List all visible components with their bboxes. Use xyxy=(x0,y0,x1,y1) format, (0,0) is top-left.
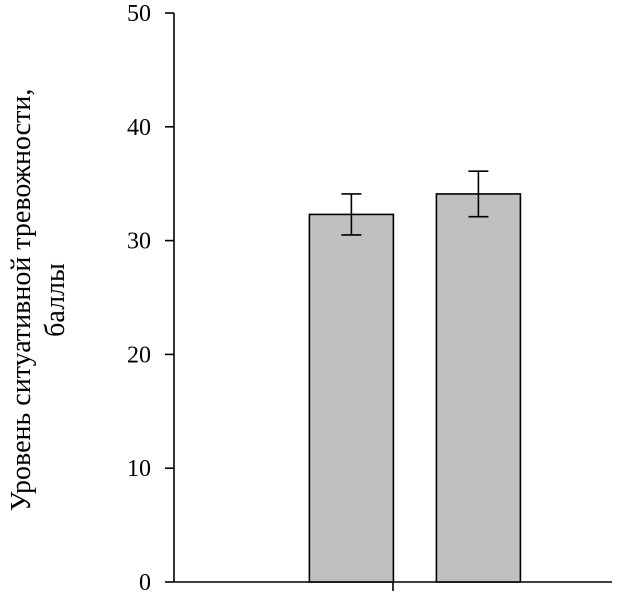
y-tick-label: 40 xyxy=(127,115,151,141)
y-tick-label: 0 xyxy=(139,570,151,593)
bars xyxy=(308,193,522,583)
bar xyxy=(435,193,522,583)
y-tick-label: 50 xyxy=(127,1,151,27)
y-axis-title-line-2: баллы xyxy=(40,263,71,337)
y-tick-label: 30 xyxy=(127,229,151,255)
y-axis-title-line-1: Уровень ситуативной тревожности, xyxy=(6,89,37,512)
bar xyxy=(308,213,395,583)
y-tick-label: 10 xyxy=(127,456,151,482)
y-ticks: 0 10 20 30 40 50 xyxy=(127,1,174,593)
y-tick-label: 20 xyxy=(127,342,151,368)
y-axis-title: Уровень ситуативной тревожности, баллы xyxy=(6,89,71,512)
error-bars xyxy=(341,170,489,236)
